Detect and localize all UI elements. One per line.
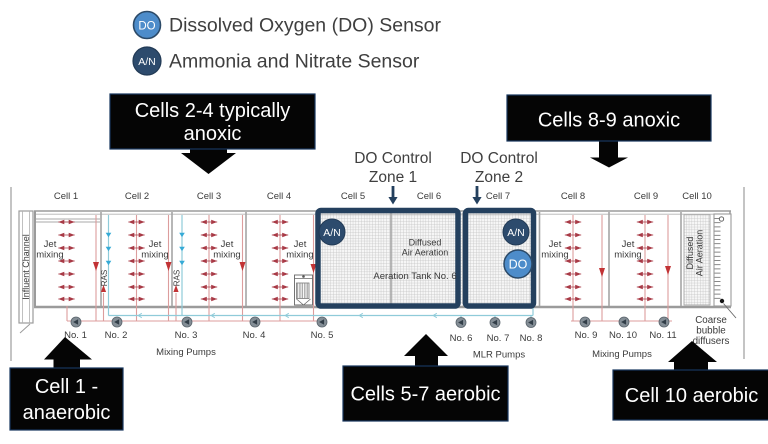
svg-text:Jet: Jet [44, 239, 57, 250]
svg-text:RAS: RAS [100, 270, 109, 286]
svg-text:No. 10: No. 10 [609, 330, 637, 341]
svg-text:Air Aeration: Air Aeration [695, 230, 705, 277]
svg-text:Cell 10: Cell 10 [682, 191, 712, 202]
svg-text:anaerobic: anaerobic [23, 402, 111, 424]
svg-text:Cell 6: Cell 6 [417, 191, 441, 202]
svg-text:Influent Channel: Influent Channel [21, 234, 31, 300]
svg-text:mixing: mixing [286, 250, 313, 261]
svg-text:No. 11: No. 11 [649, 330, 676, 341]
svg-text:DO: DO [138, 21, 155, 33]
svg-text:MLR Pumps: MLR Pumps [473, 350, 526, 361]
svg-text:Cell 10 aerobic: Cell 10 aerobic [625, 385, 758, 407]
svg-text:mixing: mixing [36, 250, 63, 261]
svg-text:Cell 1 -: Cell 1 - [35, 376, 98, 398]
svg-text:Ammonia and Nitrate Sensor: Ammonia and Nitrate Sensor [169, 51, 420, 73]
svg-text:Zone 1: Zone 1 [369, 169, 417, 186]
svg-text:No. 5: No. 5 [311, 330, 334, 341]
svg-text:Cell 7: Cell 7 [486, 191, 510, 202]
svg-text:Diffused: Diffused [409, 238, 442, 248]
svg-text:Jet: Jet [622, 239, 635, 250]
svg-text:Cell 9: Cell 9 [634, 191, 658, 202]
svg-text:No. 9: No. 9 [575, 330, 598, 341]
svg-text:Cell 5: Cell 5 [341, 191, 365, 202]
svg-text:RAS: RAS [173, 270, 182, 286]
svg-text:Cell 1: Cell 1 [54, 191, 78, 202]
svg-text:anoxic: anoxic [184, 123, 242, 145]
svg-text:Cell 8: Cell 8 [561, 191, 585, 202]
svg-text:A/N: A/N [507, 227, 525, 239]
svg-text:Cells 5-7 aerobic: Cells 5-7 aerobic [350, 384, 500, 406]
svg-text:diffusers: diffusers [693, 336, 730, 347]
svg-text:Jet: Jet [149, 239, 162, 250]
svg-text:Dissolved Oxygen (DO) Sensor: Dissolved Oxygen (DO) Sensor [169, 15, 442, 37]
svg-text:Cells 2-4 typically: Cells 2-4 typically [135, 100, 291, 122]
svg-text:No. 4: No. 4 [243, 330, 266, 341]
svg-text:Air Aeration: Air Aeration [402, 248, 449, 258]
svg-text:Coarse: Coarse [695, 315, 727, 326]
svg-text:Cell 4: Cell 4 [267, 191, 291, 202]
svg-text:Aeration Tank No. 6: Aeration Tank No. 6 [373, 271, 456, 282]
svg-text:Zone 2: Zone 2 [475, 169, 523, 186]
svg-text:No. 2: No. 2 [105, 330, 128, 341]
svg-text:bubble: bubble [696, 326, 726, 337]
svg-text:mixing: mixing [541, 250, 568, 261]
svg-text:A/N: A/N [323, 227, 341, 239]
svg-text:Jet: Jet [221, 239, 234, 250]
svg-text:A/N: A/N [138, 56, 156, 68]
svg-text:Diffused: Diffused [685, 237, 695, 270]
svg-text:Mixing Pumps: Mixing Pumps [156, 347, 216, 358]
svg-text:Cell 2: Cell 2 [125, 191, 149, 202]
svg-text:mixing: mixing [141, 250, 168, 261]
svg-text:No. 6: No. 6 [450, 333, 473, 344]
svg-text:Mixing Pumps: Mixing Pumps [592, 349, 652, 360]
svg-text:Jet: Jet [294, 239, 307, 250]
svg-text:No. 3: No. 3 [175, 330, 198, 341]
svg-text:DO: DO [509, 258, 528, 272]
svg-text:No. 8: No. 8 [520, 333, 543, 344]
svg-text:Cells 8-9 anoxic: Cells 8-9 anoxic [538, 110, 680, 132]
svg-text:mixing: mixing [213, 250, 240, 261]
svg-text:mixing: mixing [614, 250, 641, 261]
svg-text:DO Control: DO Control [354, 150, 432, 167]
svg-text:No. 7: No. 7 [487, 333, 510, 344]
svg-text:Jet: Jet [549, 239, 562, 250]
svg-text:Cell 3: Cell 3 [197, 191, 221, 202]
svg-text:No. 1: No. 1 [64, 330, 87, 341]
svg-text:DO Control: DO Control [460, 150, 538, 167]
